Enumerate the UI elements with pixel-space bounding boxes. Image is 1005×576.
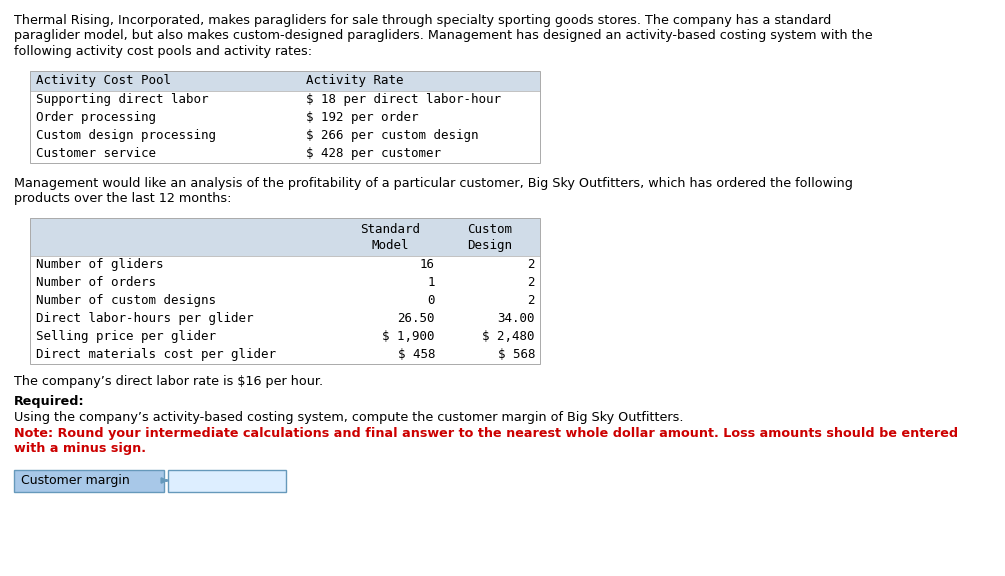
Bar	[30, 127, 540, 145]
Text: Custom design processing: Custom design processing	[36, 129, 216, 142]
Text: $ 428 per customer: $ 428 per customer	[306, 147, 441, 160]
Bar	[30, 108, 540, 127]
Text: Management would like an analysis of the profitability of a particular customer,: Management would like an analysis of the…	[14, 176, 853, 190]
Text: Thermal Rising, Incorporated, makes paragliders for sale through specialty sport: Thermal Rising, Incorporated, makes para…	[14, 14, 831, 27]
Text: Note: Round your intermediate calculations and final answer to the nearest whole: Note: Round your intermediate calculatio…	[14, 426, 958, 439]
Text: 2: 2	[528, 294, 535, 307]
Text: 2: 2	[528, 276, 535, 289]
Text: 0: 0	[427, 294, 435, 307]
Text: $ 1,900: $ 1,900	[383, 330, 435, 343]
Bar	[30, 218, 540, 363]
Text: Number of custom designs: Number of custom designs	[36, 294, 216, 307]
Bar	[30, 70, 540, 90]
Text: Order processing: Order processing	[36, 111, 156, 124]
Text: Design: Design	[467, 239, 513, 252]
Text: 2: 2	[528, 258, 535, 271]
Text: The company’s direct labor rate is $16 per hour.: The company’s direct labor rate is $16 p…	[14, 376, 324, 388]
Bar	[30, 218, 540, 256]
Text: Required:: Required:	[14, 396, 84, 408]
Bar	[30, 328, 540, 346]
Text: with a minus sign.: with a minus sign.	[14, 442, 146, 455]
Text: $ 18 per direct labor-hour: $ 18 per direct labor-hour	[306, 93, 501, 106]
Bar	[30, 256, 540, 274]
Text: Customer margin: Customer margin	[21, 474, 130, 487]
Text: $ 266 per custom design: $ 266 per custom design	[306, 129, 478, 142]
Text: paraglider model, but also makes custom-designed paragliders. Management has des: paraglider model, but also makes custom-…	[14, 29, 872, 43]
Text: 34.00: 34.00	[497, 312, 535, 325]
Text: Number of orders: Number of orders	[36, 276, 156, 289]
Text: Custom: Custom	[467, 223, 513, 236]
Bar	[30, 145, 540, 162]
Bar	[30, 274, 540, 291]
Text: $ 568: $ 568	[497, 348, 535, 361]
Text: products over the last 12 months:: products over the last 12 months:	[14, 192, 231, 205]
Bar	[30, 346, 540, 363]
Text: Model: Model	[371, 239, 409, 252]
Text: Standard: Standard	[360, 223, 420, 236]
Text: $ 2,480: $ 2,480	[482, 330, 535, 343]
Text: Customer service: Customer service	[36, 147, 156, 160]
Bar	[30, 309, 540, 328]
Text: Number of gliders: Number of gliders	[36, 258, 164, 271]
Bar	[168, 469, 286, 491]
Text: Direct labor-hours per glider: Direct labor-hours per glider	[36, 312, 253, 325]
Bar	[30, 70, 540, 162]
Bar	[30, 291, 540, 309]
Text: Direct materials cost per glider: Direct materials cost per glider	[36, 348, 276, 361]
Text: $ 192 per order: $ 192 per order	[306, 111, 418, 124]
Bar	[14, 469, 164, 491]
Text: 16: 16	[420, 258, 435, 271]
Text: Activity Cost Pool: Activity Cost Pool	[36, 74, 171, 87]
Text: $ 458: $ 458	[398, 348, 435, 361]
Text: following activity cost pools and activity rates:: following activity cost pools and activi…	[14, 45, 313, 58]
Bar	[30, 90, 540, 108]
Text: Using the company’s activity-based costing system, compute the customer margin o: Using the company’s activity-based costi…	[14, 411, 683, 424]
Text: 26.50: 26.50	[398, 312, 435, 325]
Text: Selling price per glider: Selling price per glider	[36, 330, 216, 343]
Text: Activity Rate: Activity Rate	[306, 74, 403, 87]
Text: 1: 1	[427, 276, 435, 289]
Text: Supporting direct labor: Supporting direct labor	[36, 93, 208, 106]
